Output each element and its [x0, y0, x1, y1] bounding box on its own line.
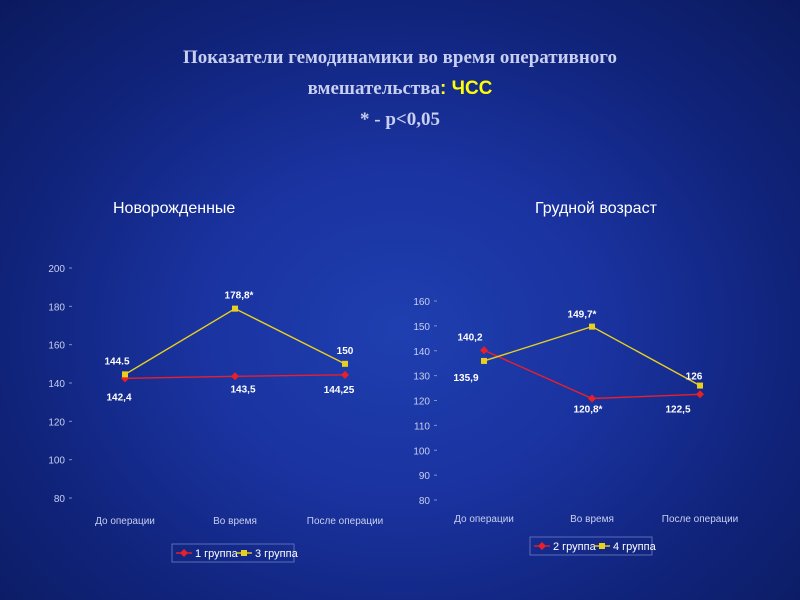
title-line-1: Показатели гемодинамики во время операти…	[183, 47, 617, 68]
chart1-series-1-data-label: 143,5	[230, 384, 255, 395]
chart-title-infants: Грудной возраст	[535, 200, 657, 217]
chart1-series-2-data-label: 144.5	[104, 356, 129, 367]
chart1-ytick-label: 80	[54, 494, 66, 505]
chart2-ytick-label: 110	[414, 421, 430, 432]
chart1-series-2-data-label: 150	[337, 346, 354, 357]
chart2-ytick-label: 150	[413, 322, 430, 333]
chart2-xtick-label: Во время	[570, 514, 614, 525]
chart2-legend-label: 4 группа	[613, 541, 657, 553]
chart1-series-2-point	[122, 371, 128, 378]
chart2-series-2-data-label: 149,7*	[568, 310, 597, 321]
chart2-legend-box	[529, 536, 653, 556]
chart1-series-2-data-label: 178,8*	[225, 291, 254, 302]
chart1-series-1-data-label: 144,25	[324, 385, 355, 396]
chart1-xtick-label: До операции	[95, 516, 155, 527]
chart2-series-1-data-label: 140,2	[457, 332, 482, 343]
chart1-legend-box	[171, 543, 295, 563]
chart2-ytick-label: 80	[419, 496, 431, 507]
chart2-series-2-point	[481, 357, 487, 364]
chart1-series-2-line	[124, 307, 346, 375]
chart1-ytick-label: 160	[48, 341, 65, 352]
chart2-series-2-data-label: 126	[686, 372, 703, 383]
chart2-series-1-data-label: 120,8*	[574, 405, 603, 416]
chart2-series-2-data-label: 135,9	[453, 373, 478, 384]
chart2-series-1-point	[696, 390, 704, 399]
chart2-series-2-line	[483, 325, 701, 387]
chart1-legend-label: 3 группа	[255, 548, 299, 560]
chart2-ytick-label: 160	[413, 297, 430, 308]
chart2-series-1-point	[588, 394, 596, 403]
chart1-ytick-label: 180	[48, 302, 65, 313]
chart1-series-2-point	[232, 305, 238, 312]
chart1-xtick-label: После операции	[307, 516, 383, 527]
title-accent: : ЧСС	[439, 78, 493, 99]
chart2-ytick-label: 140	[413, 347, 430, 358]
chart1-ytick-label: 140	[48, 379, 65, 390]
title-line-2: вмешательства	[307, 78, 440, 99]
chart1-legend-marker	[180, 549, 188, 557]
chart1-ytick-label: 120	[48, 417, 65, 428]
chart2-xtick-label: После операции	[662, 514, 738, 525]
chart2-ytick-label: 90	[419, 471, 431, 482]
chart2-legend-marker	[538, 542, 546, 550]
chart1-ytick-label: 200	[48, 264, 65, 275]
chart2-ytick-label: 100	[413, 446, 430, 457]
chart2-legend-marker	[599, 543, 605, 549]
chart1-legend-label: 1 группа	[195, 548, 239, 560]
chart1-series-1-point	[341, 370, 349, 379]
chart2-series-2-point	[697, 382, 703, 389]
slide-title: Показатели гемодинамики во время операти…	[0, 42, 800, 135]
chart1-xtick-label: Во время	[213, 516, 257, 527]
chart-title-newborns: Новорожденные	[113, 200, 236, 217]
chart2-ytick-label: 120	[413, 397, 430, 408]
chart1-series-1-point	[231, 372, 239, 381]
chart2-series-1-data-label: 122,5	[665, 404, 690, 415]
chart2-legend-label: 2 группа	[553, 541, 597, 553]
chart2-ytick-label: 130	[413, 372, 430, 383]
chart1-series-2-point	[342, 360, 348, 367]
title-line-3: * - р<0,05	[360, 109, 440, 130]
chart2-xtick-label: До операции	[454, 514, 514, 525]
chart2-series-1-point	[480, 346, 488, 355]
chart2-series-1-line	[483, 349, 701, 400]
chart1-legend-marker	[241, 550, 247, 556]
chart1-ytick-label: 100	[48, 456, 65, 467]
chart2-series-2-point	[589, 323, 595, 330]
chart1-series-1-data-label: 142,4	[106, 392, 131, 403]
